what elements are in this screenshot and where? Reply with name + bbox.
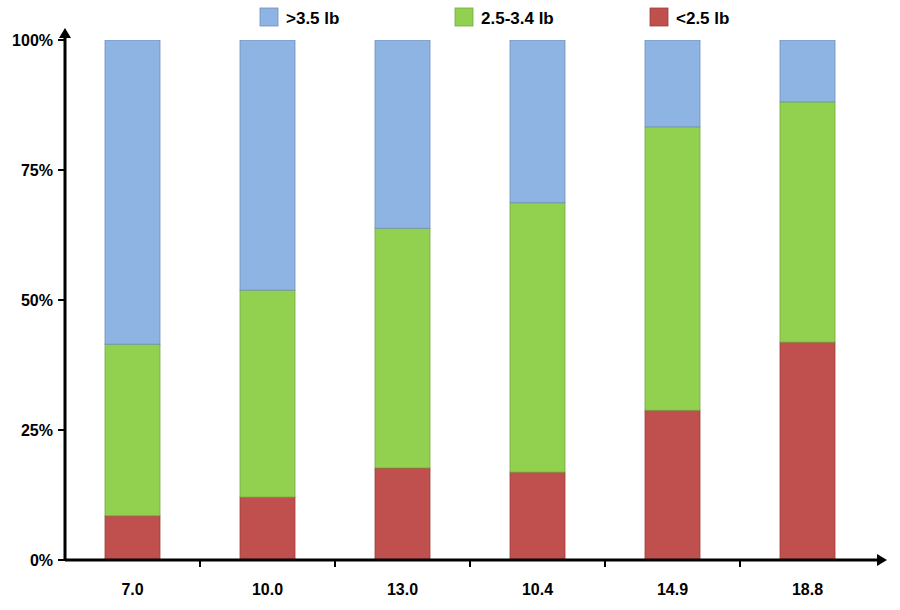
chart-container: 0% 25% 50% 75% 100% 7.0 10.0 13.0 10.4 14.9 18.8 >3… xyxy=(0,0,900,610)
x-tick xyxy=(739,560,741,567)
x-tick-label: 18.8 xyxy=(792,581,823,598)
legend: >3.5 lb 2.5-3.4 lb <2.5 lb xyxy=(260,8,729,28)
bar xyxy=(105,40,160,344)
y-tick-label: 100% xyxy=(12,32,53,49)
x-tick xyxy=(469,560,471,567)
bar xyxy=(780,40,835,102)
legend-label: 2.5-3.4 lb xyxy=(481,9,554,28)
bar xyxy=(105,516,160,560)
bar xyxy=(645,410,700,560)
y-axis-arrow xyxy=(59,28,71,38)
bar xyxy=(240,290,295,497)
bar xyxy=(510,472,565,560)
bar xyxy=(510,40,565,203)
x-tick xyxy=(199,560,201,567)
x-axis xyxy=(65,559,879,562)
bar xyxy=(780,102,835,342)
bar xyxy=(375,228,430,468)
legend-label: >3.5 lb xyxy=(286,9,339,28)
bar xyxy=(645,127,700,410)
y-tick-label: 50% xyxy=(21,292,53,309)
y-tick-label: 0% xyxy=(30,552,53,569)
y-tick xyxy=(58,299,65,301)
y-tick xyxy=(58,169,65,171)
chart: 0% 25% 50% 75% 100% 7.0 10.0 13.0 10.4 14.9 18.8 >3… xyxy=(0,0,900,610)
x-tick-label: 10.0 xyxy=(252,581,283,598)
y-tick xyxy=(58,559,65,561)
x-axis-arrow xyxy=(877,554,887,566)
x-tick-label: 7.0 xyxy=(121,581,143,598)
x-tick-label: 13.0 xyxy=(387,581,418,598)
bar xyxy=(510,203,565,472)
bar xyxy=(105,344,160,516)
y-tick xyxy=(58,39,65,41)
legend-swatch xyxy=(650,8,668,26)
y-axis xyxy=(64,34,67,560)
x-tick-label: 14.9 xyxy=(657,581,688,598)
legend-swatch xyxy=(260,8,278,26)
x-tick xyxy=(334,560,336,567)
bar xyxy=(780,342,835,560)
bar xyxy=(240,40,295,290)
bar xyxy=(375,40,430,228)
y-tick xyxy=(58,429,65,431)
legend-label: <2.5 lb xyxy=(676,9,729,28)
bars xyxy=(105,40,835,560)
legend-swatch xyxy=(455,8,473,26)
x-tick xyxy=(604,560,606,567)
bar xyxy=(645,40,700,127)
bar xyxy=(240,497,295,560)
x-tick-label: 10.4 xyxy=(522,581,553,598)
y-tick-label: 25% xyxy=(21,422,53,439)
bar xyxy=(375,468,430,560)
y-tick-label: 75% xyxy=(21,162,53,179)
